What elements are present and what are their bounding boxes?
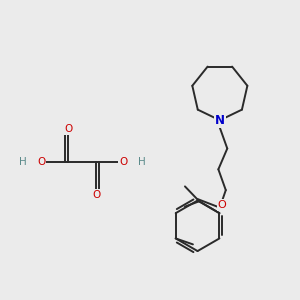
Text: N: N	[215, 114, 225, 127]
Text: H: H	[138, 157, 146, 167]
Text: O: O	[38, 157, 46, 167]
Text: O: O	[119, 157, 128, 167]
Text: H: H	[19, 157, 27, 167]
Text: O: O	[64, 124, 72, 134]
Text: O: O	[218, 200, 226, 210]
Text: O: O	[92, 190, 101, 200]
